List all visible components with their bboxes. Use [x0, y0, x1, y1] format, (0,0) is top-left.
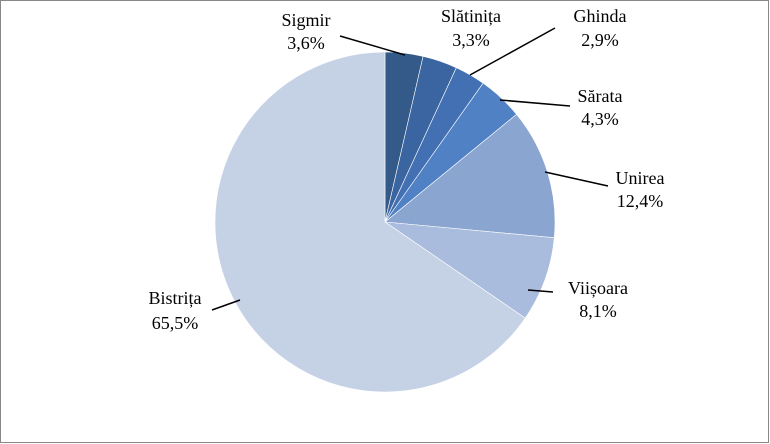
slice-label: Slătinița: [441, 6, 501, 26]
leader-line: [211, 299, 241, 311]
slice-value-label: 3,3%: [452, 30, 490, 50]
slice-label: Ghinda: [574, 6, 627, 26]
slice-label: Unirea: [616, 168, 665, 188]
slice-label: Sărata: [578, 86, 623, 106]
leader-line: [469, 27, 556, 76]
slice-value-label: 65,5%: [152, 313, 199, 333]
slice-label: Viișoara: [568, 278, 628, 298]
slice-label: Bistrița: [149, 288, 202, 308]
leader-line: [527, 289, 554, 293]
leader-line: [544, 171, 609, 187]
slice-label: Sigmir: [281, 10, 330, 30]
leader-line: [339, 35, 406, 56]
slice-value-label: 4,3%: [581, 109, 619, 129]
leader-line: [499, 99, 571, 107]
slice-value-label: 3,6%: [287, 33, 325, 53]
slice-value-label: 8,1%: [579, 301, 617, 321]
slice-value-label: 12,4%: [617, 191, 664, 211]
slice-value-label: 2,9%: [581, 30, 619, 50]
